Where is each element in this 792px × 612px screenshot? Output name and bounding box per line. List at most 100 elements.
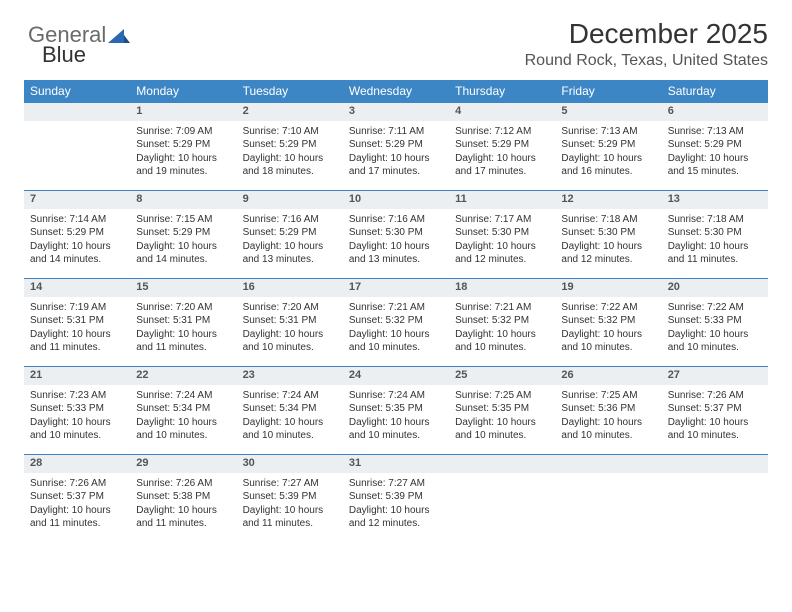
logo-line2: Blue	[42, 42, 86, 68]
sunrise-text: Sunrise: 7:22 AM	[561, 301, 655, 315]
day-cell: Sunrise: 7:16 AMSunset: 5:29 PMDaylight:…	[237, 209, 343, 279]
day-cell: Sunrise: 7:13 AMSunset: 5:29 PMDaylight:…	[555, 121, 661, 191]
weekday-header: Monday	[130, 80, 236, 103]
day-cell: Sunrise: 7:15 AMSunset: 5:29 PMDaylight:…	[130, 209, 236, 279]
sunset-text: Sunset: 5:31 PM	[243, 314, 337, 328]
sunrise-text: Sunrise: 7:14 AM	[30, 213, 124, 227]
daylight-text: Daylight: 10 hours and 10 minutes.	[668, 416, 762, 443]
sunset-text: Sunset: 5:37 PM	[668, 402, 762, 416]
day-cell: Sunrise: 7:24 AMSunset: 5:34 PMDaylight:…	[130, 385, 236, 455]
day-cell: Sunrise: 7:24 AMSunset: 5:35 PMDaylight:…	[343, 385, 449, 455]
sunrise-text: Sunrise: 7:27 AM	[349, 477, 443, 491]
daylight-text: Daylight: 10 hours and 13 minutes.	[349, 240, 443, 267]
sunset-text: Sunset: 5:30 PM	[455, 226, 549, 240]
sunrise-text: Sunrise: 7:10 AM	[243, 125, 337, 139]
sunrise-text: Sunrise: 7:21 AM	[349, 301, 443, 315]
sunrise-text: Sunrise: 7:25 AM	[561, 389, 655, 403]
daylight-text: Daylight: 10 hours and 12 minutes.	[561, 240, 655, 267]
daylight-text: Daylight: 10 hours and 14 minutes.	[30, 240, 124, 267]
day-number: 27	[662, 367, 768, 385]
calendar-table: Sunday Monday Tuesday Wednesday Thursday…	[24, 80, 768, 543]
day-cell: Sunrise: 7:26 AMSunset: 5:37 PMDaylight:…	[662, 385, 768, 455]
page-subtitle: Round Rock, Texas, United States	[24, 52, 768, 70]
day-cell: Sunrise: 7:22 AMSunset: 5:32 PMDaylight:…	[555, 297, 661, 367]
daylight-text: Daylight: 10 hours and 12 minutes.	[455, 240, 549, 267]
sunrise-text: Sunrise: 7:20 AM	[136, 301, 230, 315]
weekday-header: Thursday	[449, 80, 555, 103]
day-number: 26	[555, 367, 661, 385]
day-cell: Sunrise: 7:23 AMSunset: 5:33 PMDaylight:…	[24, 385, 130, 455]
header: December 2025 Round Rock, Texas, United …	[24, 18, 768, 70]
daylight-text: Daylight: 10 hours and 19 minutes.	[136, 152, 230, 179]
day-cell: Sunrise: 7:16 AMSunset: 5:30 PMDaylight:…	[343, 209, 449, 279]
daylight-text: Daylight: 10 hours and 10 minutes.	[668, 328, 762, 355]
day-cell: Sunrise: 7:20 AMSunset: 5:31 PMDaylight:…	[130, 297, 236, 367]
daylight-text: Daylight: 10 hours and 14 minutes.	[136, 240, 230, 267]
day-number: 4	[449, 103, 555, 121]
day-content-row: Sunrise: 7:09 AMSunset: 5:29 PMDaylight:…	[24, 121, 768, 191]
sunset-text: Sunset: 5:29 PM	[30, 226, 124, 240]
sunrise-text: Sunrise: 7:27 AM	[243, 477, 337, 491]
day-cell: Sunrise: 7:20 AMSunset: 5:31 PMDaylight:…	[237, 297, 343, 367]
day-cell: Sunrise: 7:17 AMSunset: 5:30 PMDaylight:…	[449, 209, 555, 279]
day-number: 18	[449, 279, 555, 297]
day-number	[24, 103, 130, 121]
day-number: 19	[555, 279, 661, 297]
daylight-text: Daylight: 10 hours and 10 minutes.	[561, 416, 655, 443]
day-content-row: Sunrise: 7:26 AMSunset: 5:37 PM Daylight:…	[24, 473, 768, 543]
day-number-row: 21222324252627	[24, 367, 768, 385]
day-number: 7	[24, 191, 130, 209]
day-cell: Sunrise: 7:12 AMSunset: 5:29 PMDaylight:…	[449, 121, 555, 191]
day-cell: Sunrise: 7:25 AMSunset: 5:35 PMDaylight:…	[449, 385, 555, 455]
daylight-text: Daylight: 10 hours and 10 minutes.	[561, 328, 655, 355]
day-number: 5	[555, 103, 661, 121]
sunset-text: Sunset: 5:39 PM	[349, 490, 443, 504]
day-cell: Sunrise: 7:27 AMSunset: 5:39 PMDaylight:…	[237, 473, 343, 543]
sunrise-text: Sunrise: 7:12 AM	[455, 125, 549, 139]
sunset-text: Sunset: 5:29 PM	[243, 226, 337, 240]
day-cell: Sunrise: 7:27 AMSunset: 5:39 PMDaylight:…	[343, 473, 449, 543]
day-number: 10	[343, 191, 449, 209]
daylight-text: Daylight: 10 hours and 10 minutes.	[243, 328, 337, 355]
day-number: 17	[343, 279, 449, 297]
day-number: 11	[449, 191, 555, 209]
daylight-text: Daylight: 10 hours and 11 minutes.	[30, 328, 124, 355]
daylight-text: Daylight: 10 hours and 11 minutes.	[136, 328, 230, 355]
day-cell: Sunrise: 7:13 AMSunset: 5:29 PMDaylight:…	[662, 121, 768, 191]
sunrise-text: Sunrise: 7:26 AM	[30, 477, 124, 491]
day-number: 2	[237, 103, 343, 121]
daylight-text: Daylight: 10 hours and 13 minutes.	[243, 240, 337, 267]
day-number: 20	[662, 279, 768, 297]
day-number: 21	[24, 367, 130, 385]
day-number: 13	[662, 191, 768, 209]
calendar-body: 123456Sunrise: 7:09 AMSunset: 5:29 PMDay…	[24, 103, 768, 543]
logo-text-2: Blue	[42, 42, 86, 67]
sunrise-text: Sunrise: 7:18 AM	[668, 213, 762, 227]
sunset-text: Sunset: 5:37 PM	[30, 490, 124, 504]
day-number: 23	[237, 367, 343, 385]
day-cell	[449, 473, 555, 543]
day-number: 29	[130, 455, 236, 473]
day-cell: Sunrise: 7:18 AMSunset: 5:30 PMDaylight:…	[662, 209, 768, 279]
sunset-text: Sunset: 5:38 PM	[136, 490, 230, 504]
day-number: 9	[237, 191, 343, 209]
day-number-row: 123456	[24, 103, 768, 121]
day-number	[662, 455, 768, 473]
sunrise-text: Sunrise: 7:22 AM	[668, 301, 762, 315]
daylight-text: Daylight: 10 hours and 11 minutes.	[243, 504, 337, 531]
sunrise-text: Sunrise: 7:13 AM	[668, 125, 762, 139]
day-number	[555, 455, 661, 473]
weekday-header: Saturday	[662, 80, 768, 103]
daylight-text: Daylight: 10 hours and 10 minutes.	[136, 416, 230, 443]
day-cell: Sunrise: 7:14 AMSunset: 5:29 PMDaylight:…	[24, 209, 130, 279]
day-cell: Sunrise: 7:09 AMSunset: 5:29 PMDaylight:…	[130, 121, 236, 191]
sunset-text: Sunset: 5:32 PM	[349, 314, 443, 328]
day-cell: Sunrise: 7:22 AMSunset: 5:33 PMDaylight:…	[662, 297, 768, 367]
day-number: 28	[24, 455, 130, 473]
day-cell	[24, 121, 130, 191]
day-cell: Sunrise: 7:21 AMSunset: 5:32 PMDaylight:…	[449, 297, 555, 367]
daylight-text: Daylight: 10 hours and 10 minutes.	[30, 416, 124, 443]
sunset-text: Sunset: 5:29 PM	[243, 138, 337, 152]
day-number: 22	[130, 367, 236, 385]
day-cell: Sunrise: 7:25 AMSunset: 5:36 PMDaylight:…	[555, 385, 661, 455]
